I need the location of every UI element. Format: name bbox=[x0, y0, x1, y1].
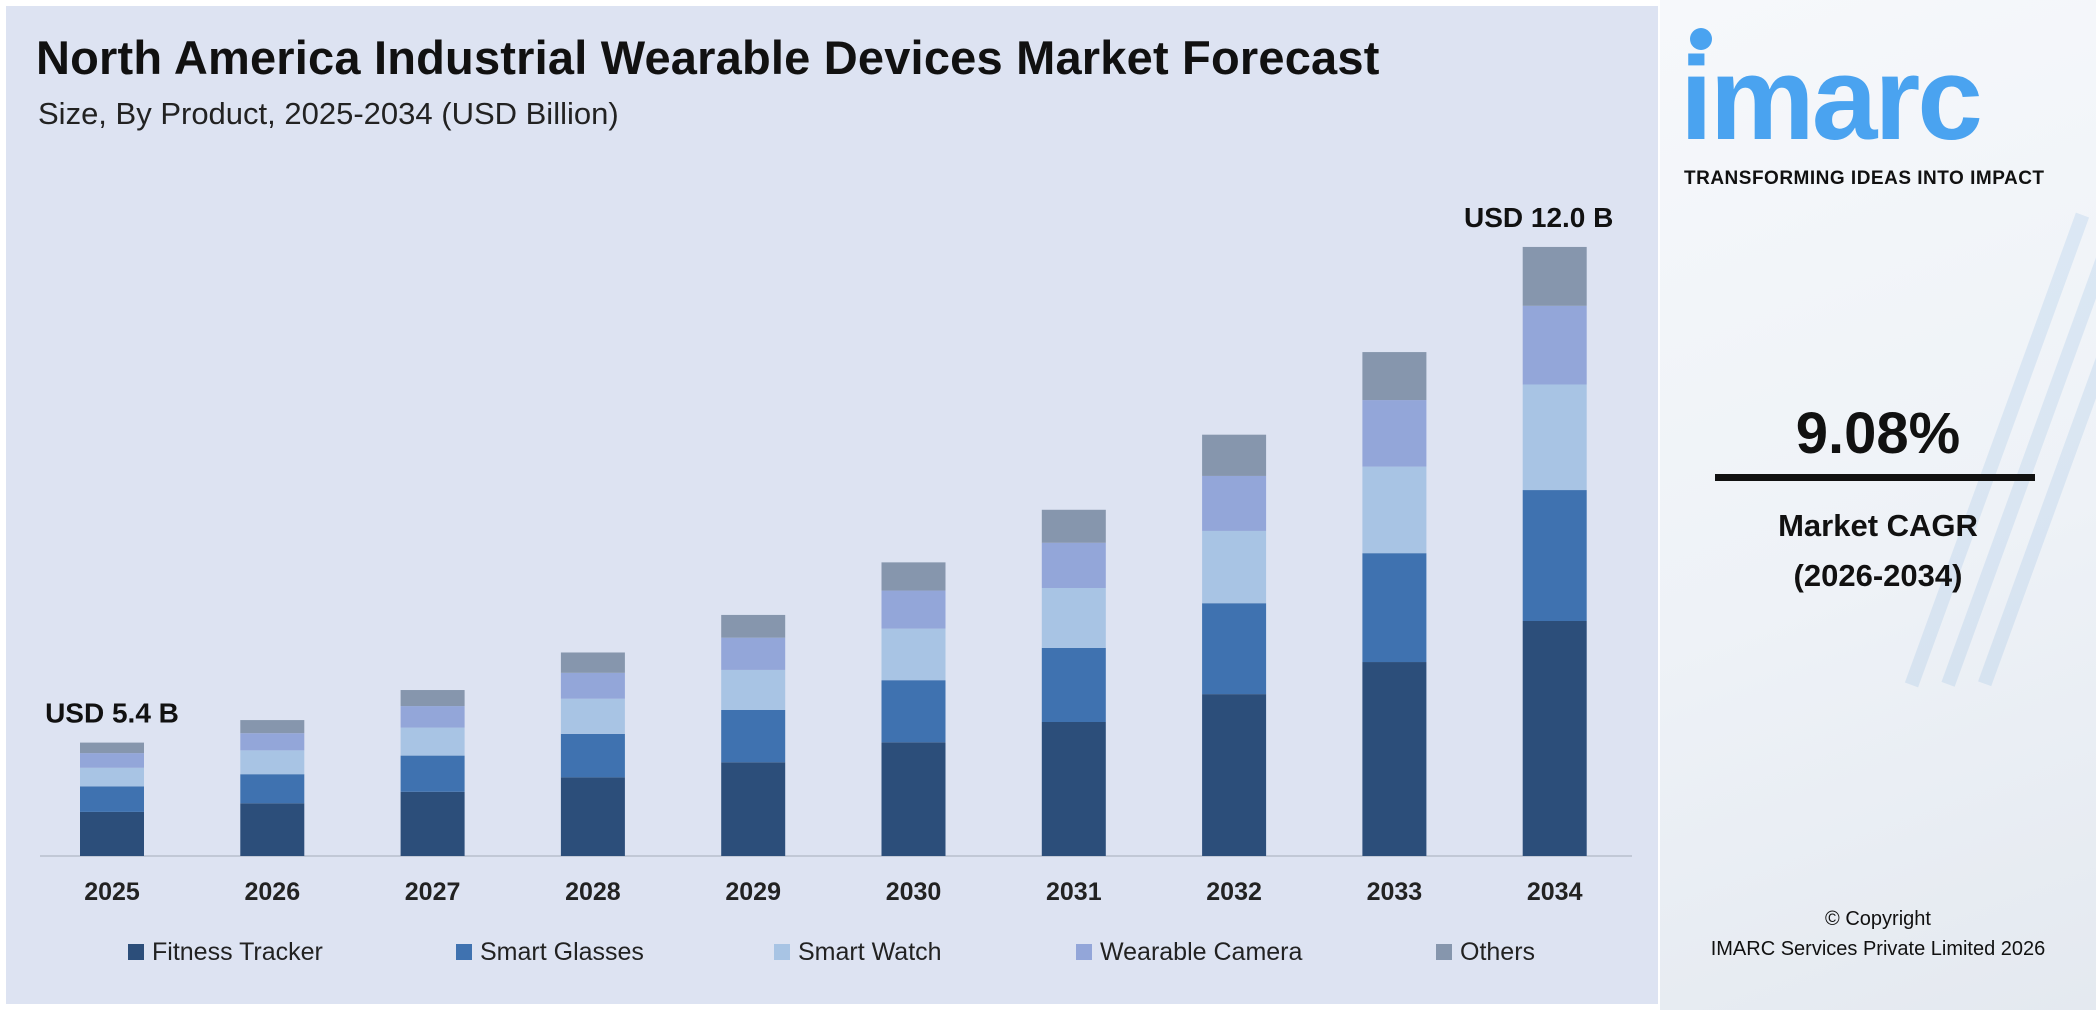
brand-logo: imarc bbox=[1680, 33, 1983, 165]
x-tick-label: 2026 bbox=[244, 878, 300, 906]
legend-label: Smart Watch bbox=[798, 938, 942, 966]
legend-swatch bbox=[1076, 944, 1092, 960]
legend-swatch bbox=[774, 944, 790, 960]
brand-tagline: TRANSFORMING IDEAS INTO IMPACT bbox=[1684, 168, 2045, 189]
bar-segment-fitness-tracker-2027 bbox=[400, 791, 465, 856]
bar-segment-wearable-camera-2030 bbox=[881, 590, 946, 629]
bar-segment-smart-glasses-2025 bbox=[80, 786, 144, 812]
x-tick-label: 2029 bbox=[725, 878, 781, 906]
bar-segment-others-2027 bbox=[400, 690, 465, 707]
chart-subtitle: Size, By Product, 2025-2034 (USD Billion… bbox=[38, 96, 619, 131]
bar-segment-smart-glasses-2034 bbox=[1522, 490, 1587, 622]
bar-segment-smart-watch-2026 bbox=[240, 750, 305, 775]
bar-segment-smart-glasses-2030 bbox=[881, 680, 946, 743]
bar-segment-others-2026 bbox=[240, 720, 305, 734]
bar-segment-wearable-camera-2029 bbox=[721, 637, 786, 670]
bar-segment-smart-glasses-2026 bbox=[240, 774, 305, 804]
bar-segment-wearable-camera-2032 bbox=[1202, 475, 1267, 531]
chart-title: North America Industrial Wearable Device… bbox=[36, 31, 1380, 84]
bar-segment-wearable-camera-2034 bbox=[1522, 305, 1587, 385]
legend-label: Others bbox=[1460, 938, 1535, 966]
bar-segment-others-2031 bbox=[1041, 509, 1106, 543]
bar-segment-fitness-tracker-2034 bbox=[1522, 621, 1587, 856]
x-tick-label: 2028 bbox=[565, 878, 621, 906]
x-tick-label: 2034 bbox=[1527, 878, 1583, 906]
bar-segment-others-2030 bbox=[881, 562, 946, 591]
legend-label: Wearable Camera bbox=[1100, 938, 1303, 966]
copyright-line1: © Copyright bbox=[1825, 908, 1931, 930]
data-label-total: USD 5.4 B bbox=[45, 698, 179, 729]
bar-segment-wearable-camera-2033 bbox=[1362, 400, 1427, 467]
bar-segment-others-2032 bbox=[1202, 434, 1267, 476]
bar-segment-smart-watch-2031 bbox=[1041, 587, 1106, 648]
x-tick-label: 2027 bbox=[405, 878, 461, 906]
bar-segment-fitness-tracker-2032 bbox=[1202, 694, 1267, 856]
copyright-line2: IMARC Services Private Limited 2026 bbox=[1710, 938, 2046, 960]
bar-segment-smart-watch-2029 bbox=[721, 669, 786, 710]
bar-segment-smart-watch-2030 bbox=[881, 628, 946, 681]
bar-segment-wearable-camera-2028 bbox=[560, 672, 625, 699]
x-tick-label: 2031 bbox=[1046, 878, 1102, 906]
bar-segment-wearable-camera-2025 bbox=[80, 753, 144, 768]
brand-panel: imarc TRANSFORMING IDEAS INTO IMPACT 9.0… bbox=[1660, 0, 2096, 1010]
cagr-value: 9.08% bbox=[1795, 401, 1961, 466]
bar-segment-fitness-tracker-2028 bbox=[560, 777, 625, 856]
bar-segment-smart-glasses-2029 bbox=[721, 709, 786, 763]
bar-segment-smart-watch-2033 bbox=[1362, 466, 1427, 554]
legend-label: Smart Glasses bbox=[480, 938, 644, 966]
bar-segment-others-2034 bbox=[1522, 246, 1587, 306]
bar-segment-smart-glasses-2031 bbox=[1041, 647, 1106, 722]
cagr-period: (2026-2034) bbox=[1793, 558, 1963, 593]
bar-segment-wearable-camera-2026 bbox=[240, 733, 305, 751]
bar-segment-smart-glasses-2028 bbox=[560, 733, 625, 778]
legend-swatch bbox=[128, 944, 144, 960]
cagr-label: Market CAGR bbox=[1778, 508, 1978, 543]
stacked-bar-chart: 2025 USD 5.4 B 2026 2027 2028 2029 2030 2031 203… bbox=[40, 202, 1632, 966]
bar-segment-others-2033 bbox=[1362, 352, 1427, 401]
bar-segment-wearable-camera-2027 bbox=[400, 706, 465, 728]
bar-segment-others-2025 bbox=[80, 742, 144, 754]
bar-segment-smart-glasses-2033 bbox=[1362, 553, 1427, 663]
x-tick-label: 2030 bbox=[886, 878, 942, 906]
bar-segment-fitness-tracker-2031 bbox=[1041, 721, 1106, 856]
x-tick-label: 2033 bbox=[1367, 878, 1423, 906]
bar-segment-fitness-tracker-2033 bbox=[1362, 662, 1427, 856]
logo-dot-icon bbox=[1690, 28, 1712, 50]
legend-swatch bbox=[1436, 944, 1452, 960]
cagr-divider bbox=[1715, 474, 2035, 481]
bar-segment-fitness-tracker-2026 bbox=[240, 803, 305, 856]
bar-segment-smart-glasses-2027 bbox=[400, 755, 465, 792]
bar-segment-wearable-camera-2031 bbox=[1041, 542, 1106, 588]
legend-label: Fitness Tracker bbox=[152, 938, 323, 966]
bar-segment-others-2028 bbox=[560, 652, 625, 673]
bar-segment-fitness-tracker-2025 bbox=[80, 811, 144, 856]
data-label-total: USD 12.0 B bbox=[1464, 202, 1613, 233]
bar-segment-smart-watch-2027 bbox=[400, 727, 465, 756]
bar-segment-fitness-tracker-2029 bbox=[721, 762, 786, 856]
legend-swatch bbox=[456, 944, 472, 960]
x-tick-label: 2032 bbox=[1206, 878, 1262, 906]
bar-segment-others-2029 bbox=[721, 614, 786, 638]
bar-segment-smart-glasses-2032 bbox=[1202, 603, 1267, 695]
bar-segment-smart-watch-2025 bbox=[80, 767, 144, 787]
bar-segment-smart-watch-2034 bbox=[1522, 384, 1587, 491]
bar-segment-fitness-tracker-2030 bbox=[881, 742, 946, 856]
x-tick-label: 2025 bbox=[84, 878, 140, 906]
bar-segment-smart-watch-2032 bbox=[1202, 530, 1267, 604]
bar-segment-smart-watch-2028 bbox=[560, 698, 625, 734]
